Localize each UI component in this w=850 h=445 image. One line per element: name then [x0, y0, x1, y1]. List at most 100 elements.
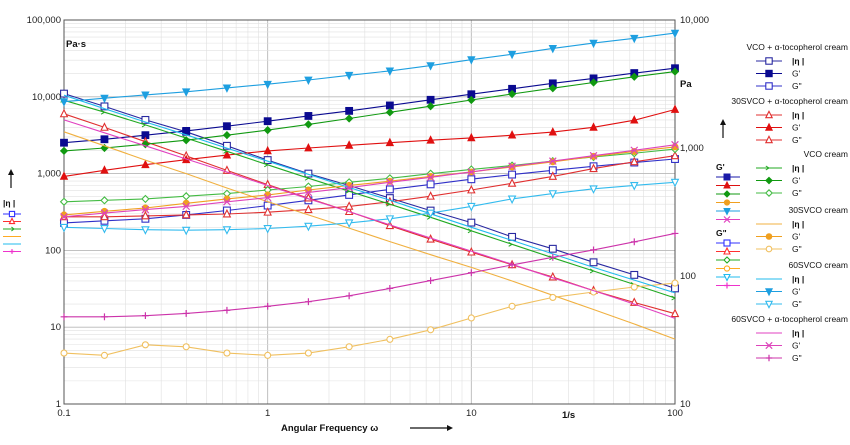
legend-entry-label: |η | [792, 274, 804, 284]
data-point [426, 135, 435, 144]
data-point [467, 184, 476, 194]
data-point [589, 185, 598, 194]
series-line [64, 232, 676, 318]
x-tick-label: 1 [265, 408, 270, 419]
legend-entry: G' [756, 176, 801, 186]
data-point [182, 310, 190, 317]
data-point [467, 175, 476, 184]
right-legend-gprime-swatch [716, 199, 740, 206]
data-point [100, 196, 109, 205]
data-point [467, 132, 476, 142]
legend-entry: |η | [756, 328, 804, 338]
data-point [59, 146, 69, 155]
data-point [427, 172, 435, 180]
series-0-0 [60, 89, 679, 293]
data-point [263, 193, 272, 202]
x-axis-unit: 1/s [562, 410, 575, 421]
legend-entry: |η | [756, 219, 804, 229]
right-tick-label: 1,000 [680, 143, 704, 154]
data-point [304, 76, 313, 85]
data-point [9, 249, 15, 254]
right-legend-gdoubleprime-swatch [716, 282, 740, 289]
data-point [222, 226, 232, 235]
data-point [589, 122, 598, 131]
left-tick-label: 100 [45, 245, 61, 256]
right-side-arrow [720, 119, 726, 138]
data-point [548, 171, 558, 180]
right-axis-unit: Pa [680, 79, 692, 90]
data-point [181, 209, 191, 219]
legend-entry: G' [756, 287, 801, 297]
data-point [629, 181, 639, 191]
series-line [63, 119, 676, 319]
data-point [508, 170, 517, 179]
data-point [765, 69, 773, 78]
plot-frame [63, 19, 676, 405]
data-point [589, 258, 598, 267]
legend-entry-label: |η | [792, 110, 804, 120]
series-4-0 [63, 94, 676, 294]
data-point [263, 145, 272, 155]
legend-group-title: VCO + α-tocopherol cream [746, 42, 848, 52]
data-point [426, 209, 435, 219]
data-point [263, 207, 272, 216]
data-point [723, 180, 731, 189]
data-point [141, 210, 150, 220]
series-4-2 [59, 178, 680, 236]
data-point [344, 219, 354, 229]
data-point [8, 210, 16, 218]
data-point [141, 115, 150, 124]
legend-entry: G' [756, 123, 801, 133]
right-legend-gdoubleprime-swatch [716, 273, 740, 282]
data-point [548, 127, 558, 136]
data-point [223, 122, 231, 131]
series-line [63, 99, 676, 299]
data-point [11, 226, 15, 232]
data-point [723, 199, 731, 206]
data-point [182, 127, 191, 135]
data-point [508, 162, 516, 171]
data-point [765, 354, 773, 362]
data-point [101, 313, 108, 321]
grid-lines [63, 20, 675, 405]
data-point [426, 102, 435, 111]
data-point [467, 314, 475, 322]
data-point [764, 300, 774, 309]
data-point [548, 190, 558, 199]
left-legend-swatch [3, 226, 21, 232]
data-point [508, 241, 514, 247]
legend-group-title: 60SVCO cream [788, 260, 848, 270]
data-point [385, 185, 394, 194]
data-point [142, 312, 149, 320]
series-4-1 [59, 29, 680, 107]
series-line [63, 71, 676, 152]
series-5-0 [63, 119, 676, 319]
data-point [630, 270, 639, 279]
data-point [630, 238, 638, 246]
data-point [141, 91, 150, 100]
right-legend-gdoubleprime-title: G" [716, 228, 727, 238]
legend-entry-label: |η | [792, 219, 804, 229]
legend-entry-label: G" [792, 135, 802, 145]
legend-entry: |η | [756, 110, 804, 120]
series-line [63, 146, 676, 216]
data-point [60, 349, 68, 357]
legend-entry-label: G' [792, 232, 801, 242]
data-point [141, 122, 147, 128]
data-point [182, 343, 190, 351]
right-axis-ticks: 10 100 1,000 10,000 [680, 15, 709, 410]
right-legend-gdoubleprime-swatch [716, 239, 740, 247]
x-tick-label: 10 [466, 408, 477, 419]
data-point [723, 246, 731, 255]
data-point [723, 208, 731, 216]
data-point [723, 190, 731, 198]
left-legend-swatch [3, 249, 21, 254]
data-point [141, 140, 150, 149]
series-2-2 [59, 144, 680, 206]
data-point [723, 173, 731, 181]
series-line [63, 131, 676, 340]
data-point [589, 268, 595, 274]
x-axis-ticks: 0.1 1 10 100 [57, 408, 683, 419]
data-point [548, 44, 558, 54]
data-point [765, 165, 770, 171]
